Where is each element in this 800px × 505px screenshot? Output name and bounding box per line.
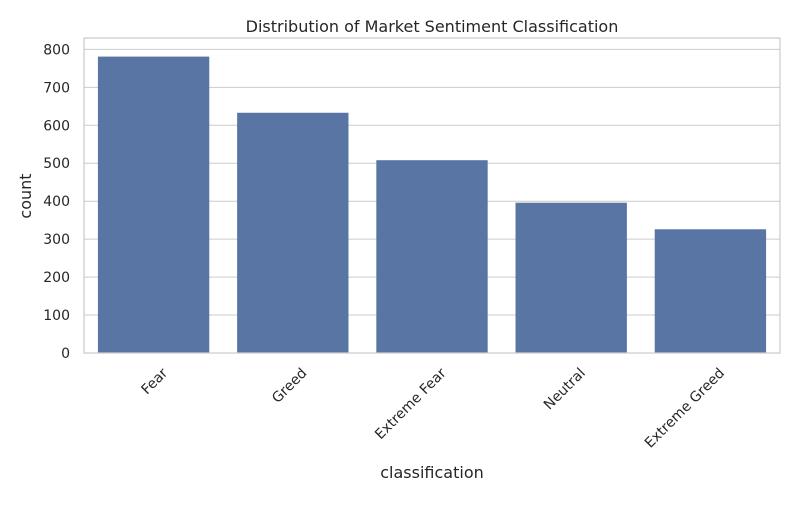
- bars: [97, 56, 767, 354]
- plot-frame: [83, 37, 781, 354]
- bar-greed: [237, 112, 349, 353]
- bar-extreme-fear: [376, 160, 488, 353]
- y-tick-label: 500: [43, 156, 70, 172]
- y-tick-label: 700: [43, 80, 70, 96]
- y-tick-label: 800: [43, 42, 70, 58]
- y-tick-label: 200: [43, 270, 70, 286]
- chart-title: Distribution of Market Sentiment Classif…: [246, 17, 619, 36]
- x-tick-labels: Fear Greed Extreme Fear Neutral Extreme Gree…: [139, 365, 729, 451]
- bar-neutral: [515, 202, 627, 353]
- x-tick-label: Greed: [269, 365, 310, 406]
- bar-fear: [97, 56, 210, 354]
- y-axis-label: count: [16, 173, 35, 218]
- x-tick-label: Extreme Fear: [372, 365, 450, 443]
- y-tick-label: 600: [43, 118, 70, 134]
- x-axis-label: classification: [380, 463, 484, 482]
- x-tick-label: Extreme Greed: [642, 365, 728, 451]
- x-tick-label: Fear: [139, 365, 172, 398]
- bar-extreme-greed: [654, 229, 767, 353]
- y-tick-label: 400: [43, 194, 70, 210]
- y-tick-label: 0: [61, 346, 70, 362]
- y-tick-label: 300: [43, 232, 70, 248]
- y-tick-label: 100: [43, 308, 70, 324]
- y-tick-labels: 0 100 200 300 400 500 600 700 800: [43, 42, 70, 362]
- x-tick-label: Neutral: [541, 365, 589, 413]
